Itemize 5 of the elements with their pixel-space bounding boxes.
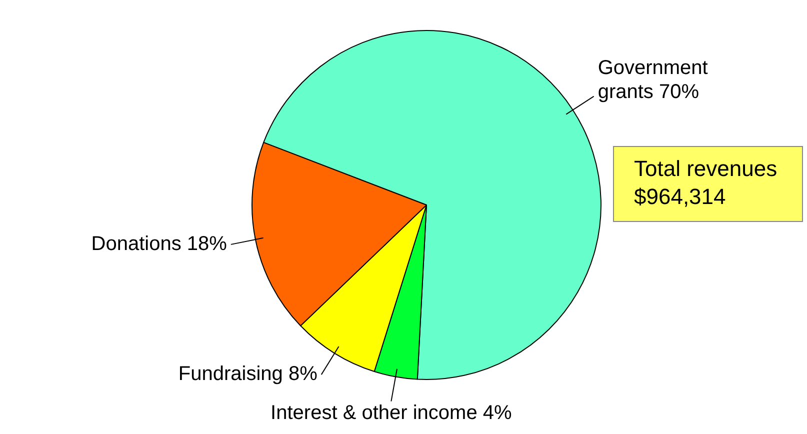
slice-label: Fundraising 8% (178, 363, 318, 386)
slice-label: Government grants 70% (598, 56, 708, 103)
slice-label: Donations 18% (91, 232, 228, 255)
slice-label: Interest & other income 4% (270, 402, 512, 424)
text: Total revenues $964,314 (613, 146, 803, 222)
